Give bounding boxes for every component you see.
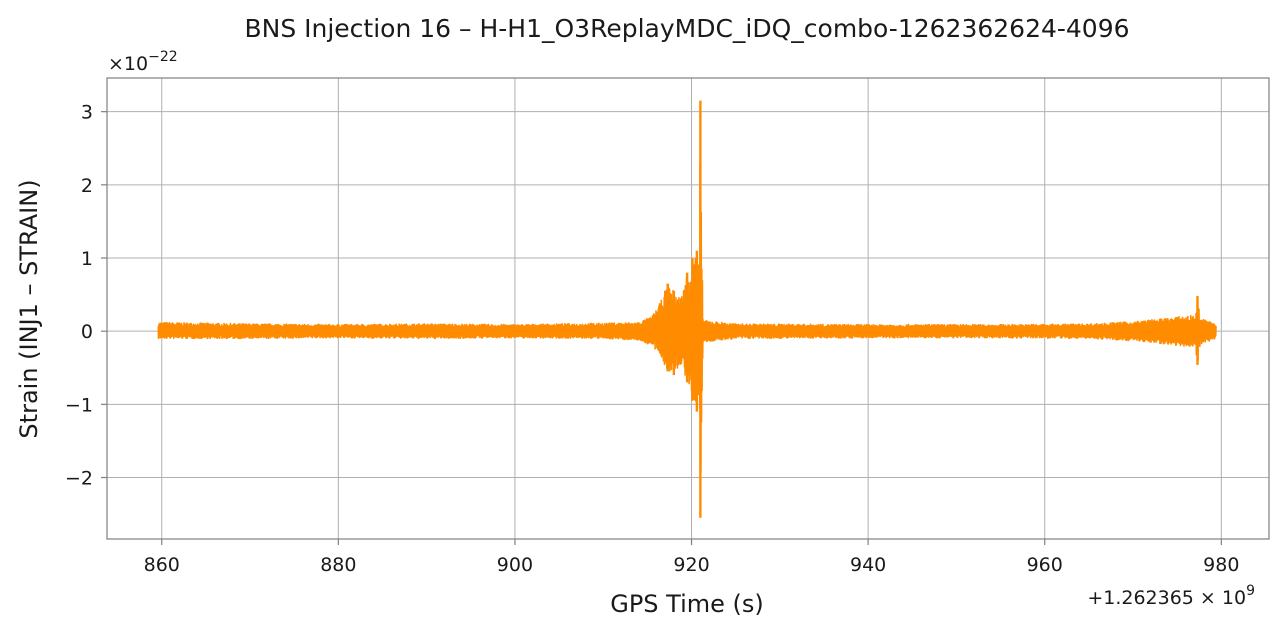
y-scale-base: ×10 (108, 53, 148, 75)
y-axis-label: Strain (INJ1 – STRAIN) (15, 179, 43, 438)
x-tick-label: 880 (320, 554, 356, 576)
y-tick-label: 0 (81, 321, 93, 343)
y-tick-label: 2 (81, 175, 93, 197)
x-tick-label: 940 (850, 554, 886, 576)
y-axis: −2 −1 0 1 2 3 (65, 102, 107, 490)
x-tick-label: 860 (144, 554, 180, 576)
x-offset-exponent: 9 (1246, 583, 1255, 599)
y-tick-label: −1 (65, 394, 93, 416)
strain-series (157, 100, 1217, 518)
x-axis-label: GPS Time (s) (610, 590, 764, 618)
y-scale-label: ×10−22 (108, 49, 178, 75)
plot-frame (106, 77, 1270, 540)
y-tick-label: −2 (65, 468, 93, 490)
x-tick-label: 980 (1203, 554, 1239, 576)
x-axis: 860 880 900 920 940 960 980 (144, 539, 1239, 576)
y-tick-label: 3 (81, 102, 93, 124)
x-tick-label: 920 (673, 554, 709, 576)
x-tick-label: 960 (1027, 554, 1063, 576)
x-offset-label: +1.262365 × 109 (1087, 583, 1255, 609)
x-tick-label: 900 (497, 554, 533, 576)
chart-title: BNS Injection 16 – H-H1_O3ReplayMDC_iDQ_… (244, 14, 1129, 43)
y-tick-label: 1 (81, 248, 93, 270)
x-offset-base: +1.262365 × 10 (1087, 587, 1246, 609)
y-scale-exponent: −22 (148, 49, 178, 65)
